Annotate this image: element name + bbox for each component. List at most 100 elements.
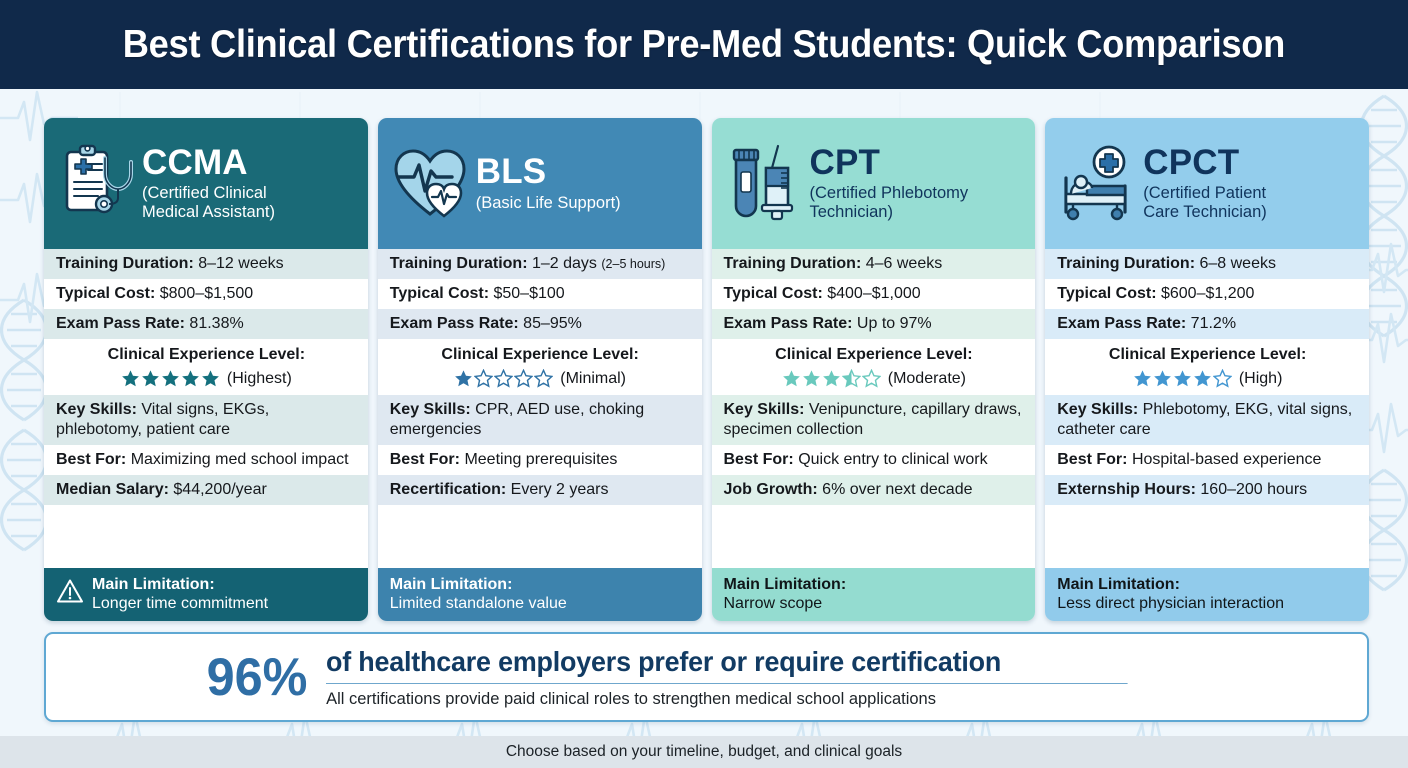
certification-card-cpct[interactable]: CPCT (Certified Patient Care Technician) T… xyxy=(1045,118,1369,621)
card-title-group: CPT (Certified Phlebotomy Technician) xyxy=(810,144,969,223)
star-filled-icon xyxy=(1133,370,1151,387)
star-filled-icon xyxy=(122,370,139,387)
detail-row-label: Clinical Experience Level: xyxy=(107,346,306,364)
detail-row: Recertification: Every 2 years xyxy=(377,475,702,506)
page-title: Best Clinical Certifications for Pre-Med… xyxy=(122,22,1286,66)
detail-row-label: Best For: xyxy=(56,451,127,469)
card-abbreviation: CCMA xyxy=(142,142,248,182)
card-title-group: BLS (Basic Life Support) xyxy=(475,152,621,213)
card-detail-rows: Training Duration: 1–2 days (2–5 hours) T… xyxy=(377,249,702,568)
star-filled-icon xyxy=(162,370,179,387)
detail-row-label: Recertification: xyxy=(389,481,507,499)
detail-row-value: Vital signs, EKGs, phlebotomy, patient c… xyxy=(56,400,270,438)
star-empty-icon xyxy=(474,369,494,388)
detail-row: Typical Cost: $600–$1,200 xyxy=(1045,279,1369,310)
detail-row-text: Recertification: Every 2 years xyxy=(390,480,609,500)
detail-row-label: Training Duration: xyxy=(56,255,194,272)
detail-row-subvalue: (2–5 hours) xyxy=(601,257,666,271)
detail-row-label: Key Skills: xyxy=(1057,400,1139,418)
stat-banner-text: of healthcare employers prefer or requir… xyxy=(326,646,1161,709)
detail-row: Best For: Quick entry to clinical work xyxy=(711,445,1036,476)
card-limitation-footer: Main Limitation: Longer time commitment xyxy=(44,567,368,621)
certification-card-bls[interactable]: BLS (Basic Life Support) Training Duration… xyxy=(377,118,702,621)
detail-row-label: Exam Pass Rate: xyxy=(723,315,853,333)
hospital-bed-icon xyxy=(1064,145,1127,220)
detail-row-text: Typical Cost: $800–$1,500 xyxy=(56,284,253,304)
detail-row-value: 8–12 weeks xyxy=(198,255,284,272)
card-abbreviation: BLS xyxy=(475,152,547,192)
card-header: BLS (Basic Life Support) xyxy=(377,118,702,249)
detail-row-text: Best For: Hospital-based experience xyxy=(1057,450,1321,470)
detail-row: Clinical Experience Level: (Minimal) xyxy=(377,339,702,395)
limitation-label: Main Limitation: xyxy=(1057,575,1180,593)
star-rating-note: (Highest) xyxy=(226,369,292,387)
detail-row-label: Clinical Experience Level: xyxy=(775,346,973,364)
detail-row-text: Exam Pass Rate: 71.2% xyxy=(1057,314,1236,334)
card-abbreviation: CPCT xyxy=(1143,142,1240,182)
heart-ekg-icon xyxy=(394,148,466,218)
star-rating: (Moderate) xyxy=(782,369,966,389)
stat-headline: of healthcare employers prefer or requir… xyxy=(326,646,1128,684)
detail-row-value: Maximizing med school impact xyxy=(130,451,349,469)
detail-row-label: Typical Cost: xyxy=(1057,285,1157,303)
detail-row-value: 85–95% xyxy=(523,315,582,333)
limitation-value: Limited standalone value xyxy=(389,594,567,612)
detail-row-label: Best For: xyxy=(389,451,460,469)
detail-row-value: Up to 97% xyxy=(856,315,932,333)
detail-row-value: Every 2 years xyxy=(510,481,609,499)
detail-row-label: Training Duration: xyxy=(389,255,528,272)
detail-row: Exam Pass Rate: 71.2% xyxy=(1045,309,1369,340)
certification-card-cpt[interactable]: CPT (Certified Phlebotomy Technician) Trai… xyxy=(711,118,1036,621)
detail-row-label: Typical Cost: xyxy=(56,285,156,303)
footer-strip: Choose based on your timeline, budget, a… xyxy=(0,736,1408,768)
detail-row-label: Clinical Experience Level: xyxy=(441,346,639,364)
star-filled-icon xyxy=(142,370,159,387)
detail-row-text: Exam Pass Rate: Up to 97% xyxy=(724,314,932,334)
star-filled-icon xyxy=(1173,370,1191,387)
detail-row-label: Typical Cost: xyxy=(389,285,490,303)
detail-row-label: Exam Pass Rate: xyxy=(1057,315,1187,333)
card-limitation-footer: Main Limitation: Limited standalone value xyxy=(377,567,702,621)
detail-row-value: 71.2% xyxy=(1190,315,1237,333)
heart-ekg-icon xyxy=(392,142,468,226)
detail-row: Typical Cost: $50–$100 xyxy=(377,279,702,310)
detail-row-label: Typical Cost: xyxy=(723,285,823,303)
card-title-group: CPCT (Certified Patient Care Technician) xyxy=(1143,142,1267,223)
detail-row: Exam Pass Rate: Up to 97% xyxy=(711,309,1036,340)
star-empty-icon xyxy=(494,369,514,388)
detail-row-text: Training Duration: 6–8 weeks xyxy=(1057,254,1276,274)
detail-row-label: Median Salary: xyxy=(56,481,169,499)
detail-row-label: Best For: xyxy=(723,451,794,469)
detail-row-label: Externship Hours: xyxy=(1057,481,1196,499)
clipboard-stethoscope-icon xyxy=(65,144,133,213)
detail-row-value: $44,200/year xyxy=(173,481,267,499)
detail-row-text: Exam Pass Rate: 81.38% xyxy=(56,314,244,334)
star-rating-note: (High) xyxy=(1238,369,1283,387)
detail-row: Clinical Experience Level: (Moderate) xyxy=(711,339,1036,395)
detail-row-value: $50–$100 xyxy=(493,285,565,303)
star-filled-icon xyxy=(455,370,473,387)
hospital-bed-icon xyxy=(1059,142,1135,226)
detail-row-text: Median Salary: $44,200/year xyxy=(56,480,267,500)
detail-row-label: Training Duration: xyxy=(723,255,862,272)
limitation-text-group: Main Limitation: Less direct physician in… xyxy=(1057,575,1284,613)
detail-row-value: $400–$1,000 xyxy=(827,285,921,303)
detail-row-label: Best For: xyxy=(1057,451,1128,469)
detail-row: Key Skills: Phlebotomy, EKG, vital signs… xyxy=(1045,394,1369,446)
card-full-name: (Certified Clinical Medical Assistant) xyxy=(142,183,275,222)
detail-row-label: Key Skills: xyxy=(723,400,805,418)
detail-row: Exam Pass Rate: 81.38% xyxy=(44,309,368,340)
card-detail-rows: Training Duration: 8–12 weeks Typical Cos… xyxy=(44,249,368,568)
star-empty-icon xyxy=(861,369,881,388)
limitation-label: Main Limitation: xyxy=(92,575,215,593)
star-empty-icon xyxy=(534,369,554,388)
star-empty-icon xyxy=(514,369,534,388)
certification-card-ccma[interactable]: CCMA (Certified Clinical Medical Assistan… xyxy=(44,118,368,621)
vial-syringe-icon xyxy=(726,142,802,226)
limitation-label: Main Limitation: xyxy=(723,575,847,593)
vial-syringe-icon xyxy=(732,144,793,220)
star-rating-note: (Moderate) xyxy=(887,369,966,387)
limitation-value: Narrow scope xyxy=(723,594,823,612)
detail-row: Job Growth: 6% over next decade xyxy=(711,475,1036,506)
detail-row-text: Best For: Maximizing med school impact xyxy=(56,450,349,470)
